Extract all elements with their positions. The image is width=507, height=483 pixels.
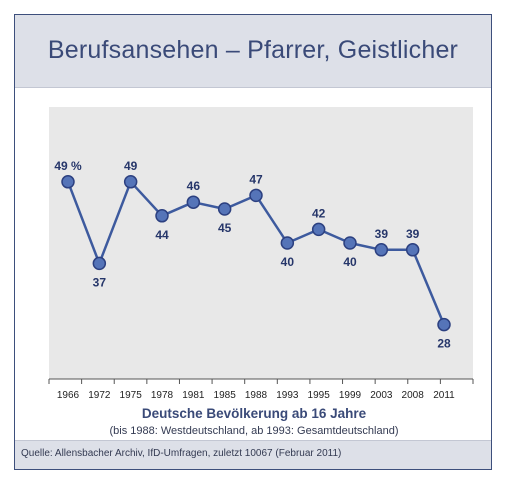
x-axis-tick-labels: 1966 1972 1975 1978 1981 1985 1988 1993 1995 1999…: [57, 390, 455, 401]
data-point: [311, 222, 326, 237]
data-point: [217, 202, 232, 216]
x-tick-label: 1966: [57, 390, 80, 401]
x-tick-label: 2011: [433, 390, 455, 401]
data-label: 37: [93, 275, 107, 289]
source-note: Quelle: Allensbacher Archiv, IfD-Umfrage…: [21, 448, 342, 459]
x-tick-label: 1995: [308, 390, 331, 401]
data-label: 49: [124, 159, 138, 173]
data-label: 39: [406, 227, 420, 241]
x-tick-label: 1993: [276, 390, 299, 401]
x-tick-label: 1972: [88, 390, 111, 401]
data-point: [92, 256, 107, 271]
data-point: [280, 236, 295, 250]
data-label: 45: [218, 221, 232, 235]
x-tick-label: 1981: [182, 390, 205, 401]
chart-frame: Berufsansehen – Pfarrer, Geistlicher 196…: [14, 14, 492, 470]
x-tick-label: 1988: [245, 390, 268, 401]
data-label: 46: [187, 179, 201, 193]
data-label: 49 %: [54, 159, 82, 173]
x-axis-title: Deutsche Bevölkerung ab 16 Jahre: [142, 406, 367, 421]
x-tick-label: 1999: [339, 390, 362, 401]
x-axis-subtitle: (bis 1988: Westdeutschland, ab 1993: Ges…: [109, 425, 398, 437]
x-tick-label: 2003: [370, 390, 393, 401]
title-band: Berufsansehen – Pfarrer, Geistlicher: [15, 15, 491, 88]
data-label: 28: [437, 337, 451, 351]
x-tick-label: 2008: [402, 390, 425, 401]
data-point: [155, 209, 169, 223]
data-point: [374, 243, 389, 257]
source-band: Quelle: Allensbacher Archiv, IfD-Umfrage…: [15, 440, 491, 469]
data-label: 47: [249, 172, 263, 186]
line-chart: 1966 1972 1975 1978 1981 1985 1988 1993 1995 1999…: [48, 107, 474, 437]
series-markers: [61, 175, 451, 332]
plot-area: [49, 107, 473, 379]
data-label: 39: [375, 227, 389, 241]
data-point: [61, 175, 75, 189]
data-label: 42: [312, 206, 326, 220]
data-point: [405, 243, 420, 257]
data-label: 40: [281, 255, 295, 269]
data-labels: 49 % 37 49 44 46 45 47 40 42 40 39 39 28: [54, 159, 451, 351]
data-point: [123, 175, 138, 189]
data-point: [437, 317, 451, 332]
x-axis-ticks: [48, 379, 474, 384]
data-point: [249, 188, 263, 203]
data-point: [343, 236, 357, 250]
x-tick-label: 1978: [151, 390, 174, 401]
data-label: 44: [155, 228, 169, 242]
data-point: [186, 195, 201, 209]
x-tick-label: 1985: [214, 390, 237, 401]
x-tick-label: 1975: [120, 390, 143, 401]
data-label: 40: [343, 255, 357, 269]
chart-title: Berufsansehen – Pfarrer, Geistlicher: [47, 36, 459, 64]
